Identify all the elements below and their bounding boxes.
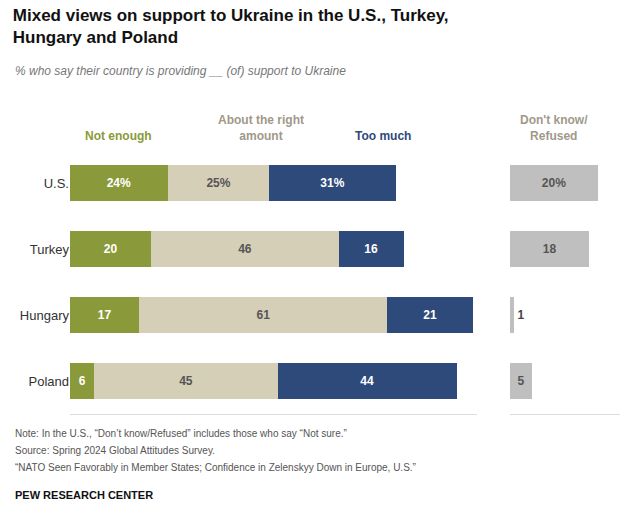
- svg-text:Mixed views on support to Ukra: Mixed views on support to Ukraine in the…: [13, 6, 449, 47]
- svg-text:1: 1: [517, 308, 524, 322]
- svg-text:24%: 24%: [107, 176, 131, 190]
- svg-text:% who say their country is pro: % who say their country is providing __ …: [15, 64, 346, 78]
- svg-text:Source: Spring 2024 Global Att: Source: Spring 2024 Global Attitudes Sur…: [15, 445, 215, 456]
- svg-text:About the rightamount: About the rightamount: [218, 113, 304, 143]
- svg-text:21: 21: [423, 308, 437, 322]
- svg-text:17: 17: [98, 308, 112, 322]
- svg-text:44: 44: [360, 374, 374, 388]
- svg-text:61: 61: [256, 308, 270, 322]
- svg-text:Too much: Too much: [355, 129, 411, 143]
- svg-text:5: 5: [518, 374, 525, 388]
- svg-text:Turkey: Turkey: [30, 242, 70, 257]
- svg-text:18: 18: [543, 242, 557, 256]
- svg-text:Hungary: Hungary: [20, 308, 70, 323]
- svg-text:U.S.: U.S.: [44, 176, 69, 191]
- svg-text:Don't know/Refused: Don't know/Refused: [520, 113, 588, 143]
- svg-text:20: 20: [104, 242, 118, 256]
- svg-text:25%: 25%: [206, 176, 230, 190]
- svg-text:31%: 31%: [320, 176, 344, 190]
- svg-text:16: 16: [364, 242, 378, 256]
- svg-text:46: 46: [238, 242, 252, 256]
- svg-text:PEW RESEARCH CENTER: PEW RESEARCH CENTER: [15, 489, 153, 501]
- svg-text:20%: 20%: [542, 176, 566, 190]
- svg-text:45: 45: [179, 374, 193, 388]
- svg-text:Note: In the U.S., “Don’t know: Note: In the U.S., “Don’t know/Refused” …: [15, 428, 347, 439]
- svg-text:6: 6: [79, 374, 86, 388]
- svg-text:“NATO Seen Favorably in Member: “NATO Seen Favorably in Member States; C…: [15, 462, 416, 473]
- svg-text:Poland: Poland: [29, 374, 69, 389]
- svg-text:Not enough: Not enough: [85, 129, 152, 143]
